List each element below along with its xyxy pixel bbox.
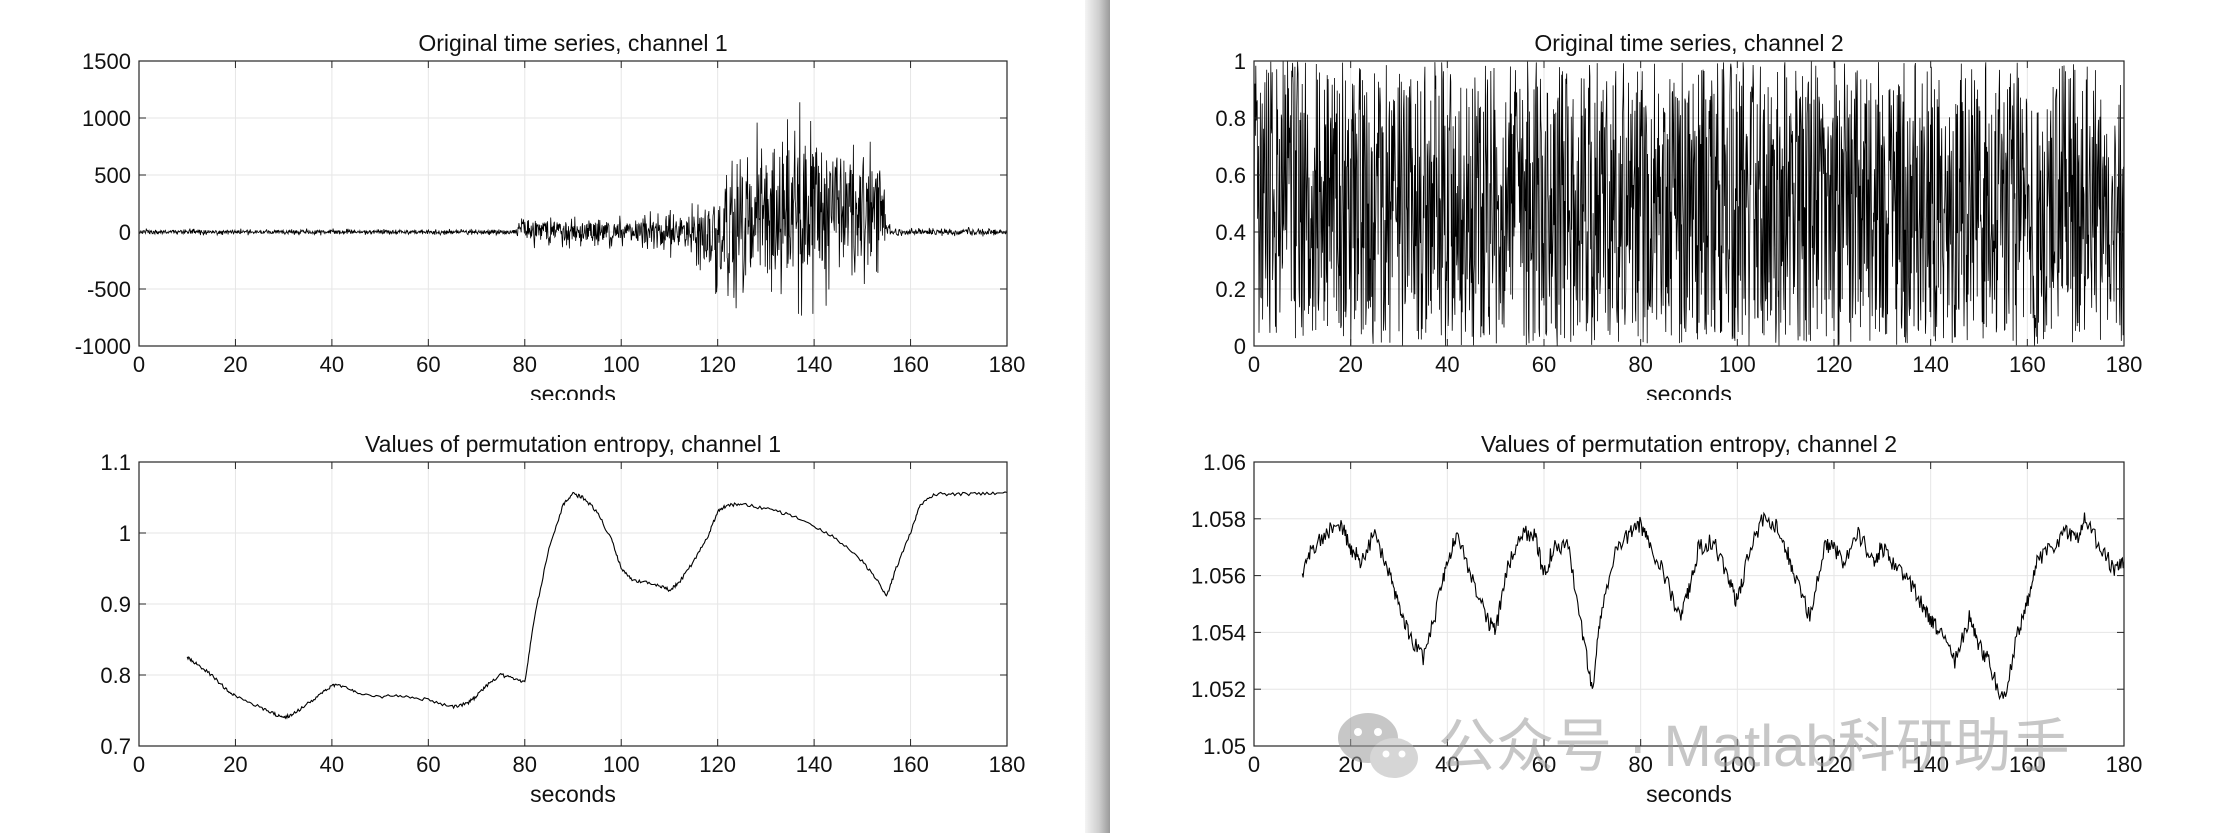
x-tick-label: 180 [2106, 352, 2143, 377]
x-axis-label: seconds [530, 781, 616, 807]
chart-permutation-entropy-channel-2: 0 20 40 60 80 100 120 140 160 180 1.05 1.052 1.054 1.… [1191, 431, 2143, 807]
x-tick-label: 80 [513, 352, 537, 377]
y-tick-label: -1000 [75, 334, 131, 359]
x-tick-label: 160 [2009, 352, 2046, 377]
x-axis-label: seconds [1646, 781, 1732, 807]
series-line [186, 491, 1007, 720]
x-tick-label: 120 [1816, 352, 1853, 377]
x-axis-label: seconds [1646, 381, 1732, 400]
x-tick-label: 40 [1435, 752, 1459, 777]
x-tick-label: 100 [1719, 752, 1756, 777]
y-tick-label: -500 [87, 277, 131, 302]
y-tick-label: 1.06 [1203, 450, 1246, 475]
y-tick-label: 1 [1234, 49, 1246, 74]
x-tick-label: 180 [989, 352, 1026, 377]
x-tick-label: 60 [416, 752, 440, 777]
axes-box [1253, 461, 2125, 747]
chart-title: Values of permutation entropy, channel 1 [365, 431, 781, 457]
x-tick-label: 140 [1912, 752, 1949, 777]
y-tick-label: 0.9 [100, 592, 131, 617]
chart-permutation-entropy-channel-1: 0 20 40 60 80 100 120 140 160 180 0.7 0.8 0.9 1 1.1 Val… [100, 431, 1026, 807]
y-tick-label: 500 [94, 163, 131, 188]
x-tick-label: 180 [2106, 752, 2143, 777]
x-tick-label: 20 [223, 752, 247, 777]
chart-title: Values of permutation entropy, channel 2 [1481, 431, 1897, 457]
x-tick-label: 0 [133, 352, 145, 377]
x-tick-label: 60 [1532, 752, 1556, 777]
x-axis-label: seconds [530, 381, 616, 400]
series-line [1301, 511, 2124, 701]
x-tick-label: 100 [1719, 352, 1756, 377]
axes-box [138, 60, 1008, 347]
x-tick-label: 20 [223, 352, 247, 377]
x-tick-label: 80 [1628, 352, 1652, 377]
y-tick-label: 1.05 [1203, 734, 1246, 759]
y-tick-label: 0.8 [100, 663, 131, 688]
chart-title: Original time series, channel 2 [1534, 30, 1843, 56]
figure-separator [1085, 0, 1110, 833]
x-tick-label: 60 [416, 352, 440, 377]
series-line [1254, 61, 2124, 346]
plot-area [1254, 462, 2124, 746]
x-tick-label: 40 [320, 752, 344, 777]
x-tick-label: 140 [796, 752, 833, 777]
x-tick-label: 100 [603, 352, 640, 377]
y-tick-label: 0 [119, 220, 131, 245]
x-tick-label: 160 [2009, 752, 2046, 777]
y-tick-label: 0.2 [1215, 277, 1246, 302]
series-line [139, 102, 1007, 316]
y-tick-label: 0.4 [1215, 220, 1246, 245]
y-tick-label: 1500 [82, 49, 131, 74]
chart-title: Original time series, channel 1 [418, 30, 727, 56]
x-tick-label: 20 [1338, 752, 1362, 777]
x-tick-label: 160 [892, 352, 929, 377]
x-tick-label: 180 [989, 752, 1026, 777]
y-tick-label: 1.054 [1191, 620, 1246, 645]
y-tick-label: 1.056 [1191, 564, 1246, 589]
x-tick-label: 20 [1338, 352, 1362, 377]
y-tick-label: 0.6 [1215, 163, 1246, 188]
right-figure-panel: 0 20 40 60 80 100 120 140 160 180 0 0.2 0.4 0.6 0.8 1 Or… [1110, 0, 2217, 833]
x-tick-label: 120 [699, 352, 736, 377]
x-tick-label: 100 [603, 752, 640, 777]
y-tick-label: 1.052 [1191, 677, 1246, 702]
x-tick-label: 0 [1248, 352, 1260, 377]
x-tick-label: 120 [699, 752, 736, 777]
x-tick-label: 0 [1248, 752, 1260, 777]
chart-original-series-channel-1: 0 20 40 60 80 100 120 140 160 180 -1000 -500 0 500 100… [75, 30, 1026, 400]
x-tick-label: 40 [320, 352, 344, 377]
x-tick-label: 140 [1912, 352, 1949, 377]
y-tick-label: 1000 [82, 106, 131, 131]
x-tick-label: 40 [1435, 352, 1459, 377]
y-tick-label: 0.7 [100, 734, 131, 759]
y-tick-label: 1 [119, 521, 131, 546]
left-figure-panel: 0 20 40 60 80 100 120 140 160 180 -1000 -500 0 500 100… [0, 0, 1085, 833]
x-tick-label: 140 [796, 352, 833, 377]
x-tick-label: 120 [1816, 752, 1853, 777]
y-tick-label: 0.8 [1215, 106, 1246, 131]
chart-original-series-channel-2: 0 20 40 60 80 100 120 140 160 180 0 0.2 0.4 0.6 0.8 1 Or… [1215, 30, 2143, 400]
y-tick-label: 1.1 [100, 450, 131, 475]
y-tick-label: 0 [1234, 334, 1246, 359]
y-tick-label: 1.058 [1191, 507, 1246, 532]
x-tick-label: 0 [133, 752, 145, 777]
x-tick-label: 60 [1532, 352, 1556, 377]
x-tick-label: 80 [1628, 752, 1652, 777]
x-tick-label: 160 [892, 752, 929, 777]
x-tick-label: 80 [513, 752, 537, 777]
axes-box [1253, 60, 2125, 347]
